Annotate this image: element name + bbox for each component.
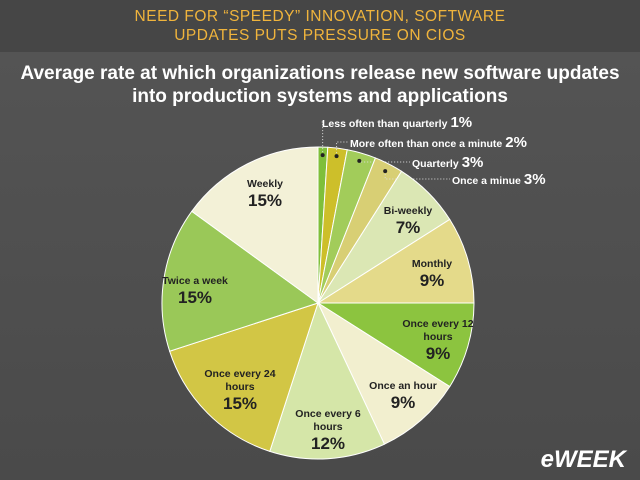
slice-value: 2% <box>505 134 527 151</box>
slice-label: More often than once a minute 2% <box>350 134 527 152</box>
slice-value: 1% <box>450 114 473 131</box>
slice-value: 15% <box>222 394 258 413</box>
logo: eWEEK <box>540 446 626 473</box>
slice-name: Once an hour <box>369 380 437 392</box>
header-band: NEED FOR “SPEEDY” INNOVATION, SOFTWARE U… <box>0 0 640 52</box>
slice-value: 9% <box>390 393 416 412</box>
slice-name: Weekly <box>247 178 283 190</box>
pie-slice <box>191 146 319 304</box>
slice-value: 9% <box>425 344 451 363</box>
slice-label: Once a minue 3% <box>452 171 546 189</box>
slice-name: Less often than quarterly <box>322 118 448 130</box>
leader-line <box>336 141 348 157</box>
chart-title: Average rate at which organizations rele… <box>20 63 620 107</box>
pie-slice <box>316 302 475 388</box>
slice-value: 7% <box>395 218 421 237</box>
slice-label: Bi-weekly 7% <box>363 205 453 238</box>
slice-label: Weekly 15% <box>220 178 310 211</box>
slice-name: More often than once a minute <box>350 138 503 150</box>
leader-line <box>320 121 324 156</box>
slice-value: 15% <box>177 288 213 307</box>
slice-value: 12% <box>310 434 346 453</box>
leader-dot <box>320 153 325 158</box>
slice-name: Twice a week <box>162 275 228 287</box>
slice-label: Once every 24 hours 15% <box>195 368 285 414</box>
slice-value: 9% <box>419 271 445 290</box>
slice-label: Less often than quarterly 1% <box>322 114 472 132</box>
slice-label: Once every 12 hours 9% <box>393 318 483 364</box>
slice-name: Monthly <box>411 258 453 270</box>
slice-value: 3% <box>461 154 484 171</box>
leader-dot <box>334 154 339 159</box>
leader-dot <box>383 169 388 174</box>
slice-name: Once every 6 hours <box>295 408 361 433</box>
pie-slice <box>269 301 386 460</box>
slice-value: 15% <box>247 191 283 210</box>
header: NEED FOR “SPEEDY” INNOVATION, SOFTWARE U… <box>134 8 506 44</box>
pie-slice <box>316 301 451 445</box>
pie-slice <box>316 218 475 304</box>
slice-label: Quarterly 3% <box>412 154 483 172</box>
slice-name: Once a minue <box>452 175 521 187</box>
slice-value: 3% <box>523 171 546 188</box>
slice-label: Once every 6 hours 12% <box>283 408 373 454</box>
slice-name: Once every 24 hours <box>204 368 276 393</box>
pie-slice <box>169 302 319 452</box>
slice-name: Quarterly <box>412 158 459 170</box>
slice-label: Twice a week 15% <box>150 275 240 308</box>
slice-label: Monthly 9% <box>387 258 477 291</box>
slice-name: Once every 12 hours <box>402 318 474 343</box>
leader-line <box>384 171 450 180</box>
slice-label: Once an hour 9% <box>358 380 448 413</box>
slice-name: Bi-weekly <box>383 205 433 217</box>
leader-dot <box>357 158 362 163</box>
pie-slice <box>161 210 320 352</box>
